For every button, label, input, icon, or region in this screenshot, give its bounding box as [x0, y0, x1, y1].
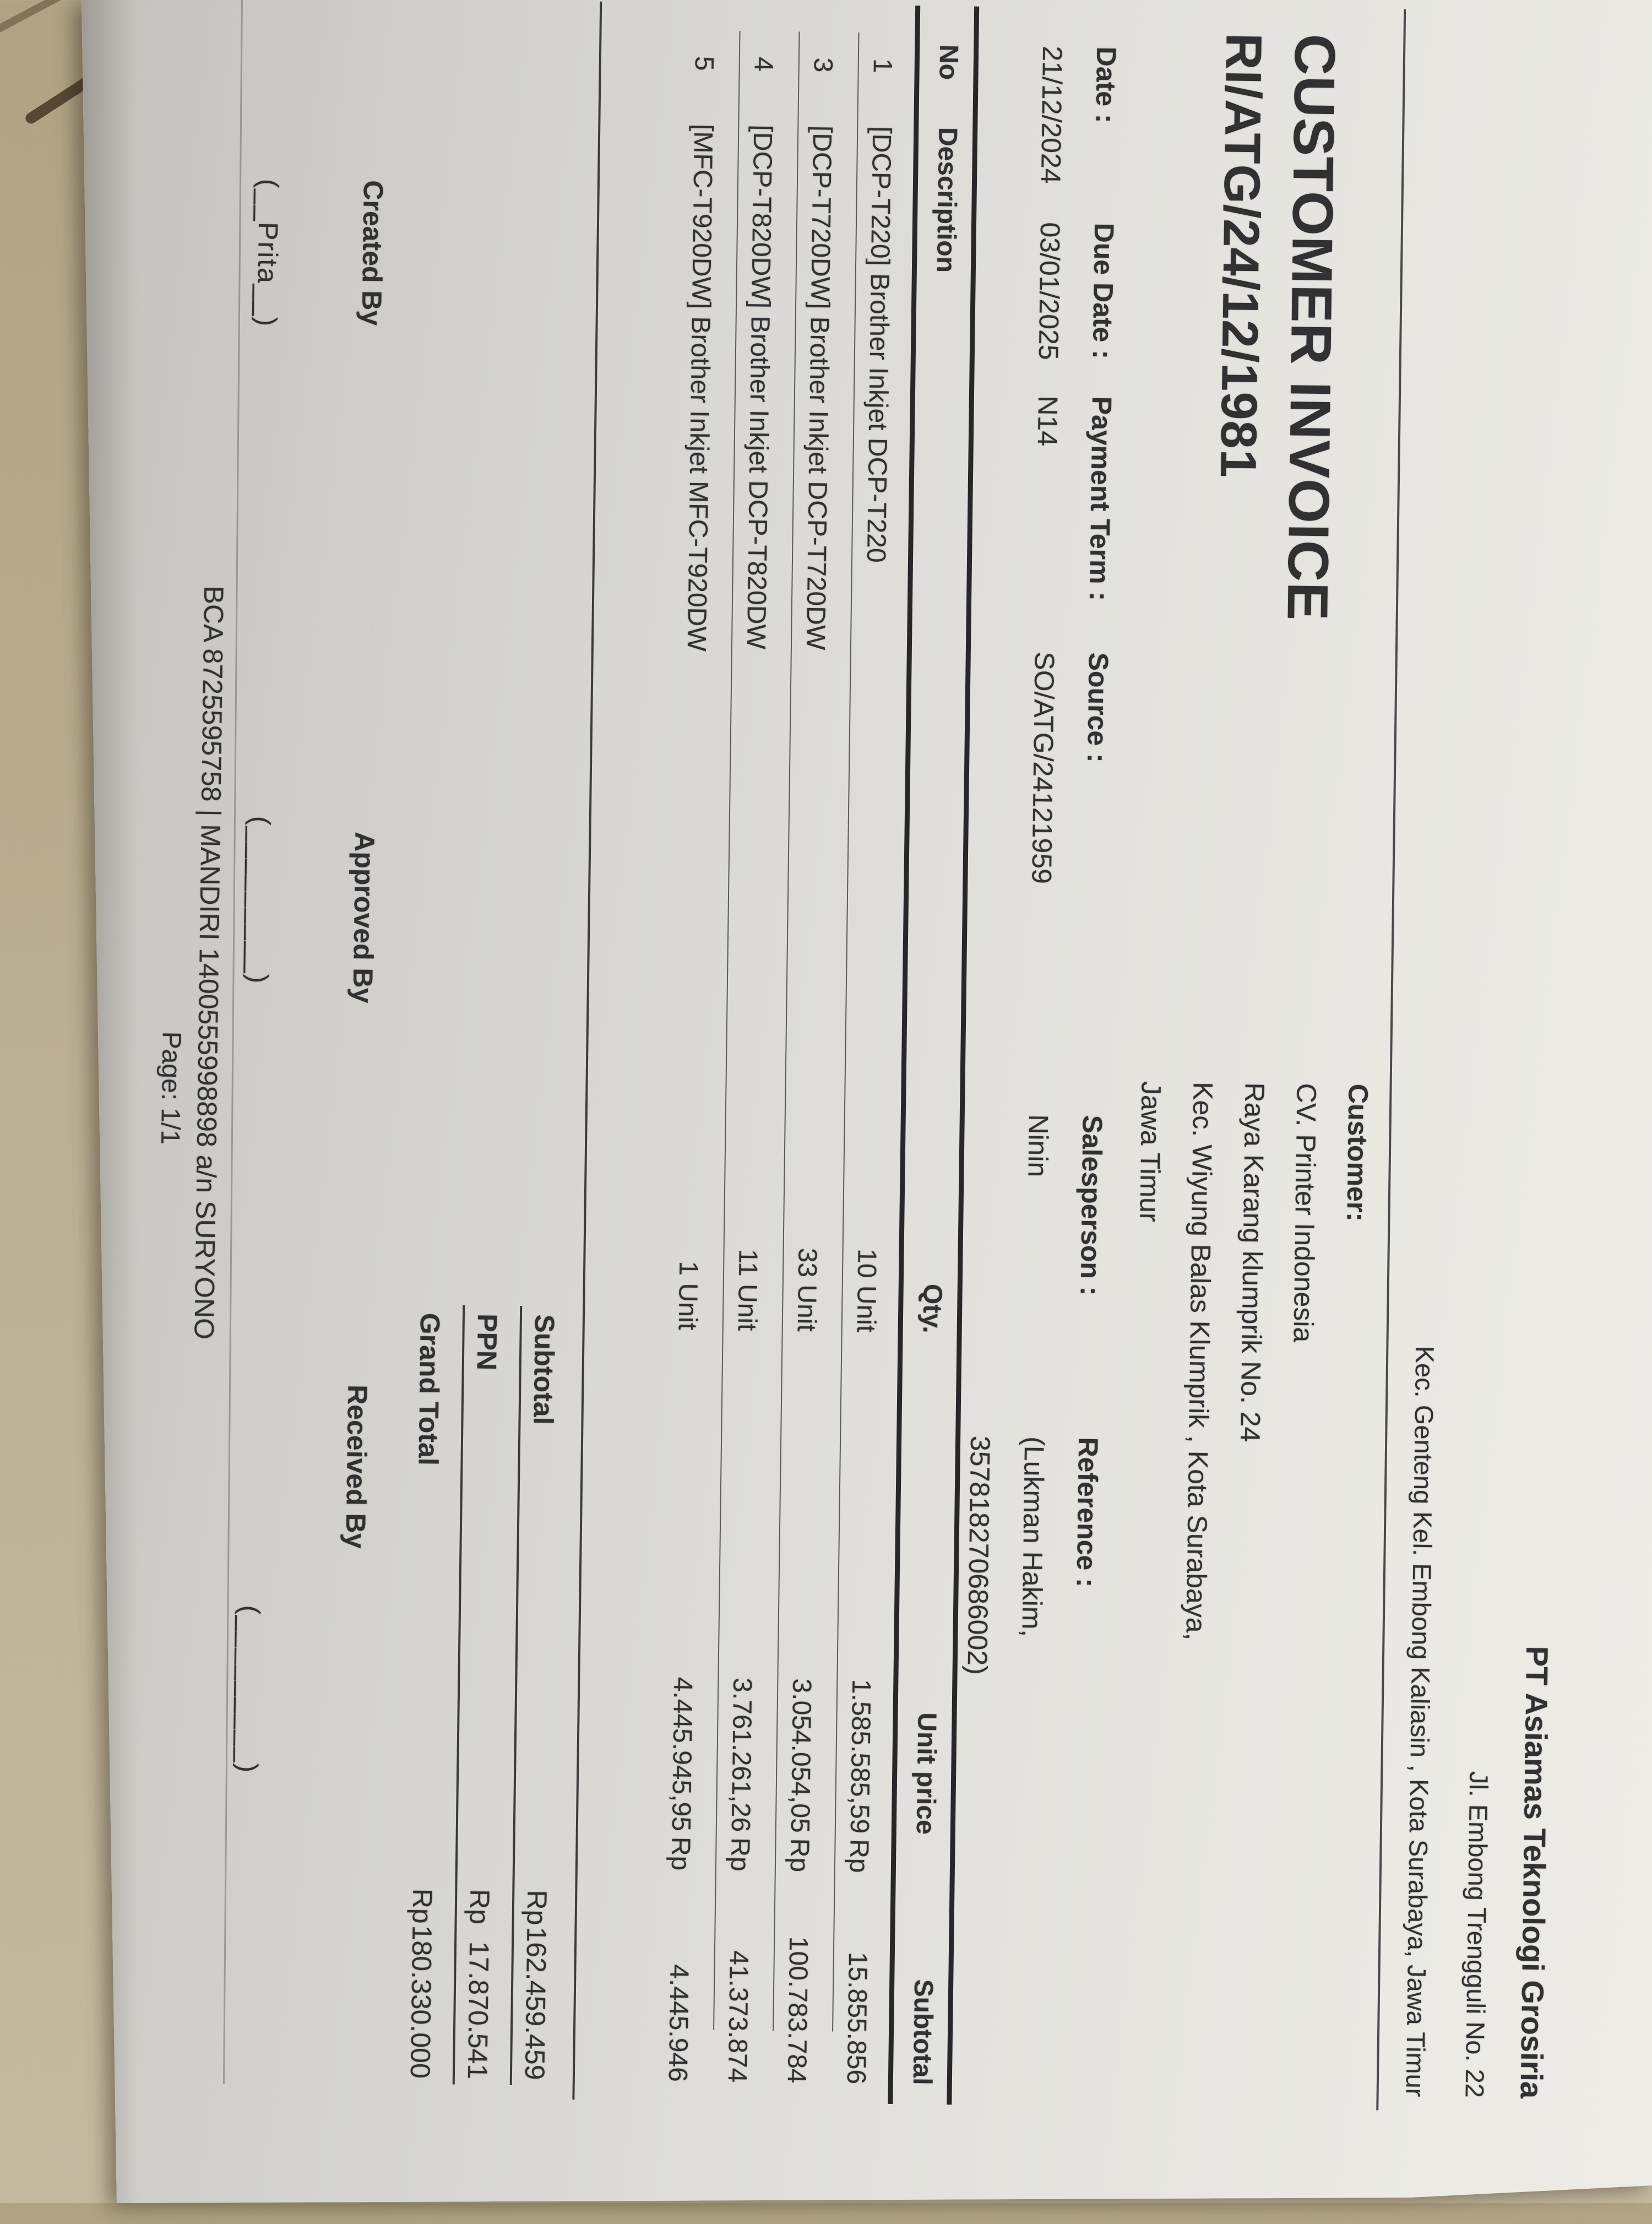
payment-term-label: Payment Term : [1084, 396, 1117, 601]
page-indicator: Page: 1/1 [155, 1031, 186, 1145]
table-header-description: Description [931, 127, 963, 273]
table-header-subtotal: Subtotal [907, 1979, 938, 2086]
letterhead-divider [1376, 9, 1406, 2111]
invoice-title: CUSTOMER INVOICE [1275, 33, 1347, 622]
salesperson-value: Ninin [1022, 1114, 1054, 1178]
customer-label: Customer: [1341, 1083, 1374, 1222]
row-unit-price: 3.761.261,26 [725, 1677, 757, 1832]
approved-by-signature-blank: (_________) [242, 816, 276, 985]
row-no: 3 [808, 57, 838, 73]
customer-name: CV. Printer Indonesia [1287, 1083, 1322, 1343]
received-by-label: Received By [340, 1384, 373, 1549]
row-description: [DCP-T720DW] Brother Inkjet DCP-T720DW [800, 125, 837, 650]
grand-total-amount: 180.330.000 [404, 1925, 438, 2079]
row-subtotal: 100.783.784 [781, 1936, 813, 2084]
invoice-number: RI/ATG/24/12/1981 [1210, 32, 1272, 479]
approved-by-label: Approved By [347, 831, 381, 1003]
row-subtotal: 15.855.856 [841, 1951, 872, 2085]
subtotal-amount: 162.459.459 [519, 1927, 552, 2080]
created-by-label: Created By [356, 180, 389, 326]
row-unit-price: 1.585.585,59 [844, 1679, 876, 1834]
row-no: 4 [748, 56, 778, 72]
row-unit-price: 4.445.945,95 [666, 1677, 698, 1832]
payment-term-value: N14 [1031, 395, 1063, 447]
row-qty: 33 Unit [791, 1247, 822, 1332]
source-label: Source : [1082, 652, 1114, 763]
due-date-label: Due Date : [1086, 223, 1120, 360]
row-no: 1 [867, 58, 897, 74]
row-no: 5 [689, 56, 719, 71]
bank-info: BCA 8725595758 | MANDIRI 1400555998898 a… [188, 585, 230, 1340]
row-qty: 11 Unit [732, 1249, 763, 1331]
row-description: [DCP-T220] Brother Inkjet DCP-T220 [861, 126, 896, 563]
row-unit-price: 3.054.054,05 [785, 1678, 817, 1834]
date-value: 21/12/2024 [1035, 46, 1068, 185]
table-header-no: No [933, 44, 964, 80]
ppn-label: PPN [471, 1313, 503, 1371]
ppn-amount: 17.870.541 [461, 1941, 495, 2080]
reference-label: Reference : [1070, 1437, 1104, 1588]
row-qty: 1 Unit [672, 1261, 703, 1331]
date-label: Date : [1090, 46, 1122, 124]
due-date-value: 03/01/2025 [1032, 222, 1066, 361]
table-bottom-border [572, 1, 602, 2100]
grand-total-label: Grand Total [412, 1312, 446, 1466]
company-address-line2: Kec. Genteng Kel. Embong Kaliasin , Kota… [1400, 1346, 1440, 2097]
salesperson-label: Salesperson : [1074, 1115, 1108, 1296]
customer-address-line: Jawa Timur [1134, 1081, 1167, 1222]
customer-address-line: Kec. Wiyung Balas Klumprik , Kota Suraba… [1180, 1081, 1219, 1641]
table-top-border [947, 6, 980, 2105]
source-value: SO/ATG/24121959 [1026, 652, 1060, 885]
invoice-document: PT Asiamas Teknologi Grosiria Jl. Embong… [81, 0, 1652, 2203]
reference-value-line1: (Lukman Hakim, [1016, 1436, 1050, 1637]
company-address-line1: Jl. Embong Trengguli No. 22 [1460, 1771, 1494, 2098]
reference-value-line2: 357818270686002) [961, 1435, 996, 1675]
table-header-unit-price: Unit price [910, 1712, 942, 1835]
table-header-qty: Qty. [917, 1283, 947, 1334]
created-by-signature-blank: (__Prita__) [251, 178, 284, 328]
subtotal-label: Subtotal [528, 1314, 561, 1425]
row-description: [MFC-T920DW] Brother Inkjet MFC-T920DW [681, 123, 718, 652]
row-qty: 10 Unit [851, 1248, 882, 1333]
customer-address-line: Raya Karang klumprik No. 24 [1235, 1082, 1270, 1442]
row-description: [DCP-T820DW] Brother Inkjet DCP-T820DW [741, 124, 778, 650]
row-subtotal: 41.373.874 [722, 1950, 753, 2083]
received-by-signature-blank: (_________) [232, 1605, 266, 1774]
company-name: PT Asiamas Teknologi Grosiria [1514, 1646, 1555, 2099]
row-subtotal: 4.445.946 [662, 1963, 694, 2082]
